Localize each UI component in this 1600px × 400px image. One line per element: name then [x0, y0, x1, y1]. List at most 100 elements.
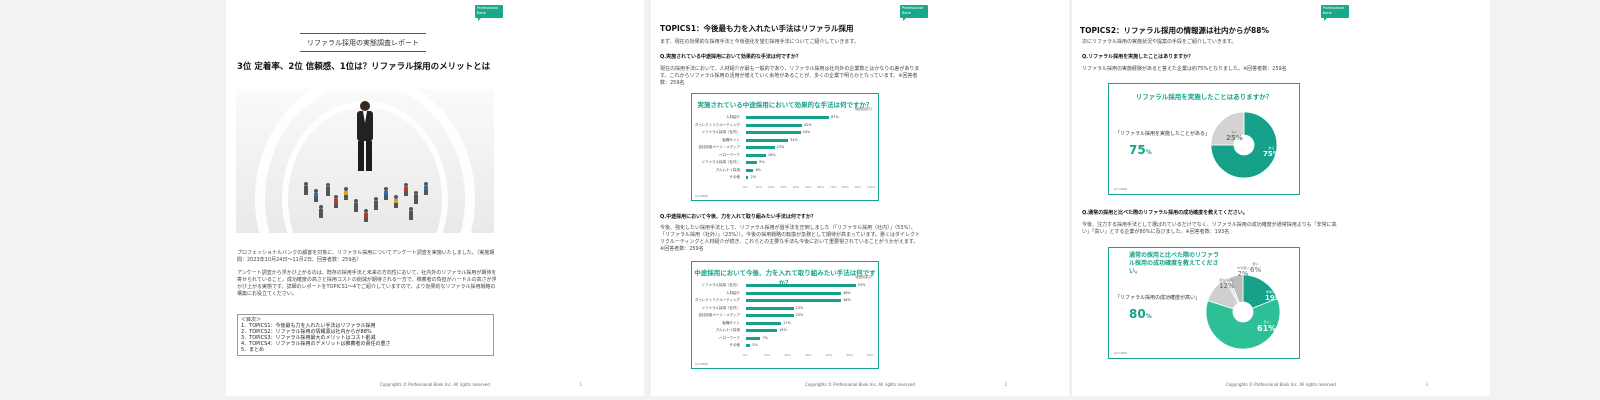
pie-highlight-value: 75 [1129, 143, 1146, 157]
bar-value: 17% [783, 320, 791, 325]
topic-intro: 次にリファラル採用の実施状況や提案の手段をご紹介していきます。 [1082, 39, 1237, 45]
chart-title: 実施されている中途採用において効果的な手法は何ですか？ [697, 101, 873, 109]
bar-value: 16% [767, 152, 776, 157]
report-header-rule-top [300, 33, 426, 34]
bar-label: 人材紹介 [726, 115, 740, 119]
report-page-1: Professional Bank リファラル採用の実態調査レポート 3位 定着… [226, 0, 644, 396]
bar-row: リファラル採用（社外） 23% [692, 306, 878, 312]
bar-value: 23% [776, 145, 785, 149]
bar-row: 自社採用ページ・メディア 23% [692, 313, 878, 319]
bar-label: リファラル採用（社外） [701, 160, 741, 164]
question-2-text: 今後、注力する採用手法として選ばれているだけでなく、リファラル採用の成功確度が通… [1082, 222, 1337, 235]
bar-value: 7% [762, 335, 769, 340]
table-of-contents: ＜目次＞ 1．TOPICS1：今後最も力を入れたい手法はリファラル採用 2．TO… [237, 314, 494, 356]
toc-item[interactable]: 3．TOPICS3：リファラル採用最大のメリットはコスト削減 [241, 335, 376, 341]
axis-tick: 0% [743, 353, 748, 357]
axis-tick: 20% [767, 185, 775, 189]
pie-slice [1205, 297, 1281, 350]
bar-label: ハローワーク [719, 335, 740, 340]
crowd-image [255, 89, 475, 233]
toc-item[interactable]: 2．TOPICS2：リファラル採用の情報源は社内からが88% [241, 329, 372, 335]
toc-item[interactable]: 1．TOPICS1：今後最も力を入れたい手法はリファラル採用 [241, 323, 376, 329]
slice-label-text: やや低い [1237, 266, 1250, 270]
topic-intro: まず、現在の効果的な採用手法と今後強化を望む採用手法についてご紹介していきます。 [660, 39, 859, 45]
bar-label: ダイレクトリクルーティング [694, 122, 740, 127]
report-header: リファラル採用の実態調査レポート [307, 39, 419, 47]
bar-label: その他 [729, 175, 741, 179]
topic-title: TOPICS2：リファラル採用の情報源は社内からが88% [1080, 26, 1269, 35]
bar-label: リファラル採用（社内） [701, 130, 741, 134]
slice-value: 6% [1250, 266, 1262, 274]
slice-value-yes: 75% [1263, 150, 1280, 158]
chart-title: 通常の採用と比べた際のリファラル採用の成功確度を教えてください。 [1129, 252, 1220, 275]
pie-chart [1210, 111, 1278, 179]
bar-row: リファラル採用（社外） 9% [692, 160, 878, 166]
bar [746, 116, 830, 120]
bar [746, 146, 775, 150]
bar-row: ダイレクトリクルーティング 46% [692, 298, 878, 304]
bar-row: ダイレクトリクルーティング 45% [692, 123, 878, 129]
chart-n: (n＝193) [1114, 351, 1127, 355]
bar-label: 転職サイト [722, 320, 741, 325]
page-number: 1 [579, 382, 582, 387]
report-page-2: Professional Bank TOPICS1：今後最も力を入れたい手法はリ… [651, 0, 1069, 396]
bar-label: 人材紹介 [726, 290, 740, 295]
logo-tail-shape [478, 18, 481, 21]
bar-row: アルムナイ採用 15% [692, 328, 878, 334]
axis-tick: 10% [755, 185, 763, 189]
bar-label: ダイレクトリクルーティング [694, 298, 740, 302]
chart-n: (n＝259) [695, 194, 708, 198]
chart-title: リファラル採用を実施したことはありますか？ [1135, 93, 1273, 101]
page-number: 2 [1004, 382, 1007, 387]
copyright-footer: Copyrights © Professional Bank Inc. All … [1226, 382, 1336, 387]
slice-label-text: 非常に高い [1265, 290, 1281, 294]
chart-bars: リファラル採用（社内） 53% 人材紹介 46% ダイレクトリクルーティング 46% リファ… [692, 283, 878, 357]
slice-label-no: ない 25% [1226, 130, 1243, 142]
slice-label: 低い 6% [1250, 262, 1261, 274]
pie-highlight: 75% [1129, 139, 1152, 158]
question-1-text: リファラル採用の実施経験があると答えた企業は約75%となりました。※回答者数：2… [1082, 66, 1287, 72]
bar-row: リファラル採用（社内） 53% [692, 283, 878, 289]
slice-label-yes: ある 75% [1263, 146, 1280, 158]
bar [746, 176, 749, 180]
pie-slice [1228, 274, 1244, 304]
axis-tick: 10% [763, 353, 771, 357]
bar-row: 転職サイト 34% [692, 138, 878, 144]
professional-bank-logo: Professional Bank [1321, 5, 1349, 21]
axis-tick: 70% [829, 185, 837, 189]
bar-row: 転職サイト 17% [692, 321, 878, 327]
bar [746, 161, 758, 165]
chart-n: (n＝259) [1114, 187, 1127, 191]
question-2: Q.通常の採用と比べた際のリファラル採用の成功確度を教えてください。 [1082, 210, 1248, 216]
question-1: Q.実施されている中途採用において効果的な手法は何ですか？ [660, 54, 801, 60]
bar [746, 336, 761, 340]
axis-tick: 40% [792, 185, 800, 189]
intro-paragraph-1: プロフェッショナルバンクの顧客を対象に、リファラル採用についてアンケート調査を実… [237, 250, 495, 263]
bar [746, 131, 801, 135]
toc-item[interactable]: 5．まとめ [241, 347, 265, 353]
bar-label: 自社採用ページ・メディア [698, 313, 740, 317]
pie-chart-referral-experience: リファラル採用を実施したことはありますか？ 「リファラル採用を実施したことがある… [1108, 83, 1300, 195]
bar-value: 46% [843, 290, 851, 295]
bar-value: 46% [843, 298, 851, 302]
axis-tick: 100% [867, 185, 876, 189]
pie-highlight-unit: % [1145, 313, 1152, 320]
toc-item[interactable]: 4．TOPICS4：リファラル採用のデメリットは推薦者の責任の重さ [241, 341, 391, 347]
pie-highlight: 80% [1129, 303, 1152, 322]
axis-tick: 30% [805, 353, 812, 357]
axis-tick: 40% [825, 353, 833, 357]
logo-line-1: Professional [477, 6, 499, 10]
toc-title: ＜目次＞ [241, 317, 262, 323]
logo-line-2: Bank [477, 10, 486, 15]
bar-value: 23% [795, 305, 804, 310]
slice-label-text: 低い [1252, 262, 1259, 266]
axis-tick: 0% [743, 185, 748, 189]
bar-chart-future-methods: 中途採用において今後、力を入れて取り組みたい手法は何ですか？ （複数回答可） リ… [691, 261, 879, 369]
bar-label: その他 [729, 343, 741, 347]
pie-caption: 「リファラル採用を実施したことがある」 [1115, 131, 1211, 137]
report-header-rule-bottom [300, 51, 426, 52]
bar-label: 自社採用ページ・メディア [698, 145, 740, 149]
axis-tick: 50% [846, 353, 853, 357]
bar-value: 44% [802, 130, 811, 134]
question-2-text: 今後、強化したい採用手法として、リファラル採用が首手法を圧倒しました（「リファラ… [660, 225, 921, 252]
